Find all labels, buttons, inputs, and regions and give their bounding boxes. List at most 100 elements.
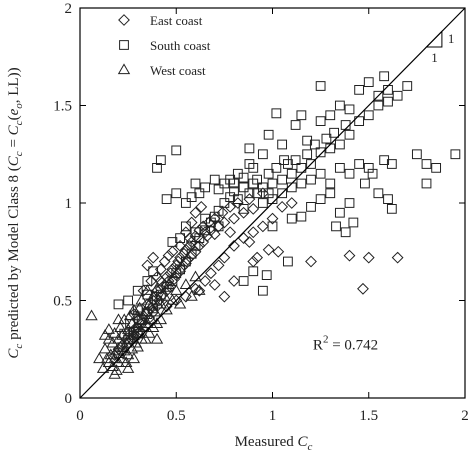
triangle-point xyxy=(121,348,135,360)
triangle-point xyxy=(139,332,152,344)
square-point xyxy=(244,159,255,169)
square-point xyxy=(329,127,339,138)
diamond-point xyxy=(183,239,196,252)
square-point xyxy=(171,268,182,279)
y-title-part: C xyxy=(6,348,22,359)
square-point xyxy=(244,143,255,154)
square-point xyxy=(142,289,153,300)
triangle-point xyxy=(150,282,164,293)
slope-marker: 1 1 xyxy=(425,30,454,65)
square-point xyxy=(383,194,393,204)
y-tick-label: 0.5 xyxy=(53,294,72,310)
triangle-point xyxy=(121,362,135,373)
square-point xyxy=(286,213,297,224)
square-point xyxy=(263,188,274,199)
square-point xyxy=(354,159,365,169)
square-point xyxy=(152,163,162,173)
square-point xyxy=(213,221,224,232)
x-tick-label: 0.5 xyxy=(167,408,186,424)
diamond-point xyxy=(195,200,208,213)
square-point xyxy=(325,188,336,199)
square-point xyxy=(367,168,378,179)
triangle-point xyxy=(179,278,193,290)
square-point xyxy=(238,182,249,193)
diamond-point xyxy=(228,239,240,252)
y-title-part: = xyxy=(6,135,22,151)
square-point xyxy=(271,108,282,119)
square-point xyxy=(363,163,374,173)
y-title-part: o xyxy=(13,103,25,109)
triangle-point xyxy=(104,348,117,360)
x-tick-label: 2 xyxy=(461,408,469,424)
square-point xyxy=(306,202,316,212)
square-point xyxy=(283,256,293,267)
triangle-point xyxy=(123,332,137,344)
triangle-point xyxy=(141,284,154,295)
diamond-point xyxy=(189,206,202,219)
square-point xyxy=(334,163,345,173)
square-point xyxy=(296,178,307,189)
diamond-point xyxy=(199,226,212,239)
slope-triangle xyxy=(425,30,443,48)
triangle-point xyxy=(154,297,168,309)
triangle-point xyxy=(160,303,173,315)
diamond-point xyxy=(266,212,279,225)
diamond-point xyxy=(193,284,206,297)
triangle-point xyxy=(102,356,116,368)
legend-diamond-marker xyxy=(118,14,130,26)
square-point xyxy=(379,71,390,82)
square-point xyxy=(142,276,153,286)
square-point xyxy=(450,149,461,160)
y-title-part: e xyxy=(6,108,22,115)
square-point xyxy=(175,233,185,243)
diamond-point xyxy=(362,251,375,264)
square-point xyxy=(113,299,124,310)
square-point xyxy=(344,104,355,115)
square-point xyxy=(267,178,278,189)
square-point xyxy=(200,182,211,193)
square-point xyxy=(325,143,336,154)
square-point xyxy=(306,174,316,185)
diamond-point xyxy=(162,249,175,262)
triangle-point xyxy=(127,352,141,364)
square-point xyxy=(286,182,297,193)
square-point xyxy=(344,129,355,140)
square-point xyxy=(180,221,191,232)
square-point xyxy=(155,155,166,165)
square-point xyxy=(267,194,278,204)
triangle-point xyxy=(148,305,162,317)
legend-label: West coast xyxy=(150,63,206,78)
square-point xyxy=(257,149,268,160)
square-point xyxy=(421,178,432,189)
x-axis-title: Measured Cc xyxy=(235,434,313,452)
square-point xyxy=(309,139,320,150)
triangle-point xyxy=(173,297,187,309)
triangle-point xyxy=(116,328,129,340)
triangle-point xyxy=(120,336,133,348)
triangle-point xyxy=(114,321,127,332)
square-point xyxy=(354,85,365,95)
square-point xyxy=(229,178,239,189)
square-point xyxy=(277,139,288,150)
square-point xyxy=(331,221,341,232)
triangle-point xyxy=(98,328,112,340)
diamond-point xyxy=(391,251,404,264)
triangle-point xyxy=(143,327,156,338)
slope-run-label: 1 xyxy=(431,50,438,65)
diamond-point xyxy=(276,200,289,213)
square-point xyxy=(167,237,178,247)
square-point xyxy=(152,295,162,306)
square-point xyxy=(171,188,182,199)
y-title-part: predicted by Model Class 8 ( xyxy=(6,166,22,343)
square-point xyxy=(263,129,274,140)
square-point xyxy=(225,192,236,203)
square-point xyxy=(123,295,134,306)
data-points xyxy=(85,71,461,379)
triangle-point xyxy=(162,278,175,290)
square-point xyxy=(209,211,220,222)
x-axis-symbol: C xyxy=(298,434,309,450)
square-point xyxy=(315,116,326,126)
square-point xyxy=(348,217,359,228)
x-tick-label: 1.5 xyxy=(359,408,378,424)
